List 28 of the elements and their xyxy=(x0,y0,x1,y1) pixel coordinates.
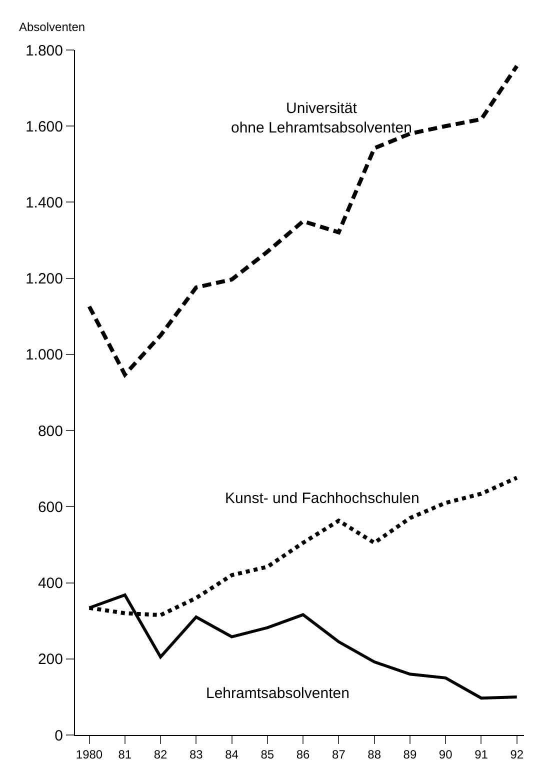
series-label: Kunst- und Fachhochschulen xyxy=(225,490,420,507)
x-tick-label: 90 xyxy=(438,747,453,762)
y-tick-label: 1.800 xyxy=(25,42,63,60)
y-tick-label: 1.000 xyxy=(25,346,63,364)
y-tick-label: 800 xyxy=(38,422,63,440)
y-tick-label: 200 xyxy=(38,651,63,668)
x-tick-label: 86 xyxy=(296,747,310,762)
x-tick-label: 83 xyxy=(189,747,204,762)
x-tick-label: 91 xyxy=(474,747,488,762)
x-tick-label: 88 xyxy=(368,747,382,762)
y-tick-label: 0 xyxy=(54,727,63,744)
x-tick-label: 92 xyxy=(510,747,524,762)
y-tick-label: 1.200 xyxy=(25,270,63,288)
text: Lehramtsabsolventen xyxy=(206,685,350,702)
y-tick-label: 400 xyxy=(38,575,63,592)
x-tick-label: 82 xyxy=(154,747,168,762)
line-series xyxy=(87,64,519,377)
x-tick-label: 89 xyxy=(403,747,417,762)
x-tick-label: 84 xyxy=(225,747,239,762)
series-label: Universität ohne Lehramtsabsolventen xyxy=(231,100,412,136)
y-tick-label: 1.400 xyxy=(25,194,63,212)
y-axis-title: Absolventen xyxy=(19,20,86,34)
x-tick-label: 81 xyxy=(118,747,132,762)
y-tick-label: 1.600 xyxy=(25,118,63,136)
x-tick-label: 1980 xyxy=(76,747,103,762)
y-tick-label: 600 xyxy=(38,498,63,516)
x-tick-label: 87 xyxy=(332,747,346,762)
x-tick-label: 85 xyxy=(260,747,274,762)
